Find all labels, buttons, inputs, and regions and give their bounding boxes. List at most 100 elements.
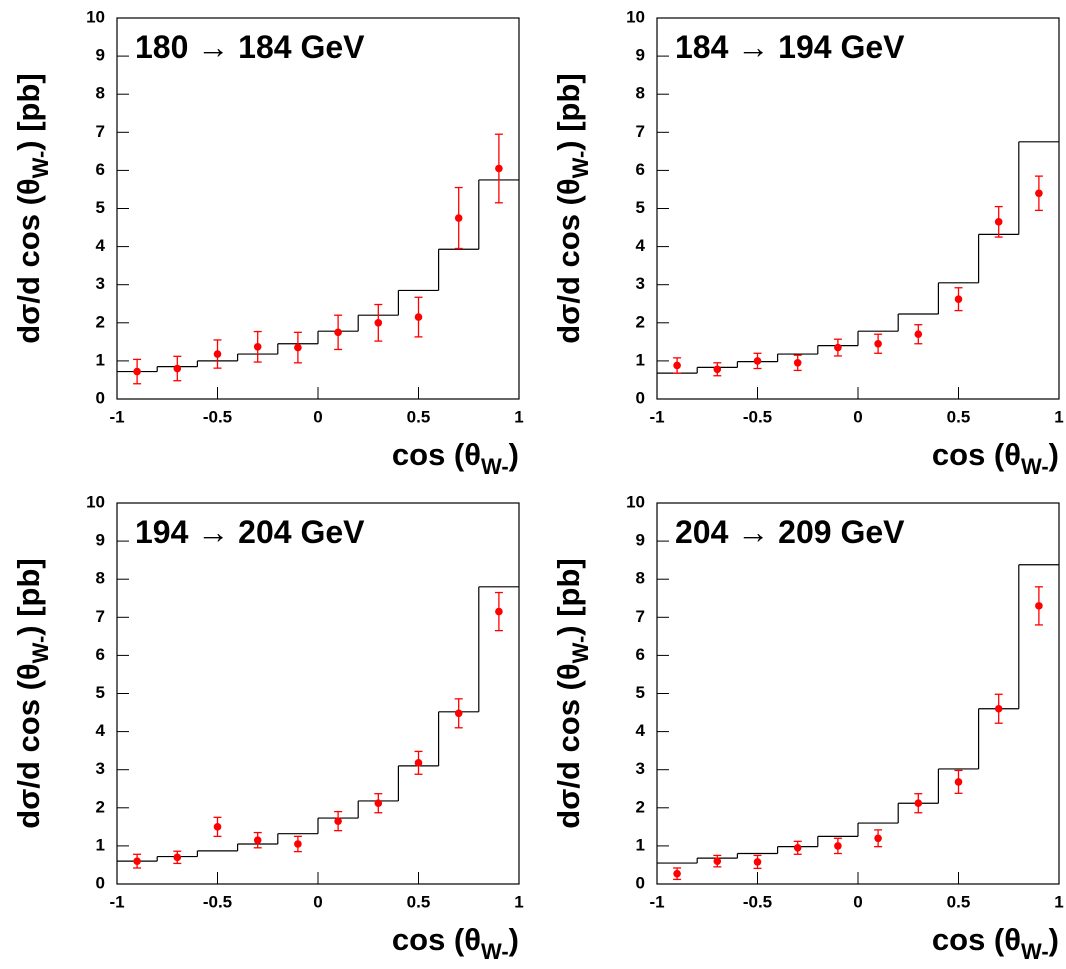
y-tick-label: 2	[636, 797, 645, 816]
y-tick-label: 5	[636, 683, 645, 702]
label-text: )	[509, 922, 519, 957]
y-tick-label: 9	[636, 46, 645, 65]
y-tick-label: 2	[96, 797, 105, 816]
data-point	[874, 339, 882, 348]
y-tick-label: 3	[96, 759, 105, 778]
panel: 0 1 2 3 4 5 6 7 8 9 10 -1 -0.5 0 0.5 1 204 → 209 GeV cos …	[551, 492, 1064, 964]
data-point	[294, 840, 302, 848]
data-point	[1035, 189, 1043, 198]
y-tick-label: 8	[96, 84, 105, 103]
y-tick-label: 4	[96, 721, 106, 740]
label-subscript: W-	[568, 636, 593, 664]
data-point	[495, 164, 503, 173]
y-axis-label: dσ/d cos (θW-) [pb]	[551, 73, 593, 344]
label-subscript: W-	[481, 454, 509, 479]
data-point	[834, 343, 842, 352]
data-point	[914, 330, 923, 339]
data-point	[173, 364, 182, 373]
data-point	[793, 359, 802, 367]
label-subscript: W-	[28, 151, 53, 179]
label-text: cos (θ	[932, 922, 1021, 957]
label-text: ) [pb]	[11, 73, 46, 150]
y-tick-label: 7	[96, 607, 105, 626]
y-tick-label: 4	[96, 236, 106, 255]
x-tick-label: -1	[109, 892, 124, 911]
y-tick-label: 2	[636, 312, 645, 331]
x-axis-label: cos (θW-)	[932, 922, 1059, 964]
y-tick-label: 7	[636, 607, 645, 626]
y-tick-label: 10	[626, 7, 645, 26]
y-tick-label: 3	[96, 274, 105, 293]
x-tick-label: -1	[649, 892, 664, 911]
label-text: )	[509, 437, 519, 472]
data-point	[454, 709, 463, 718]
data-point	[994, 704, 1003, 713]
label-text: cos (θ	[392, 922, 481, 957]
y-tick-label: 1	[96, 835, 105, 854]
data-point	[374, 799, 383, 808]
y-tick-label: 5	[96, 683, 105, 702]
data-point	[294, 343, 302, 352]
data-point	[673, 361, 681, 370]
x-tick-label: 0.5	[947, 892, 971, 911]
data-point	[414, 759, 423, 767]
data-point	[334, 328, 342, 337]
x-tick-label: 1	[1054, 892, 1063, 911]
y-tick-label: 1	[636, 350, 645, 369]
data-point	[753, 357, 762, 365]
label-text: cos (θ	[932, 437, 1021, 472]
data-point	[914, 799, 923, 808]
y-tick-label: 3	[636, 759, 645, 778]
x-axis-label: cos (θW-)	[392, 922, 519, 964]
data-point	[253, 836, 262, 844]
panel: 0 1 2 3 4 5 6 7 8 9 10 -1 -0.5 0 0.5 1 184 → 194 GeV cos …	[551, 7, 1064, 479]
y-axis-label: dσ/d cos (θW-) [pb]	[11, 558, 53, 829]
data-point	[834, 842, 842, 850]
x-tick-label: -1	[649, 407, 664, 426]
y-tick-label: 0	[96, 388, 105, 407]
label-subscript: W-	[568, 151, 593, 179]
y-tick-label: 5	[636, 198, 645, 217]
x-tick-label: -0.5	[203, 892, 232, 911]
data-point	[874, 834, 882, 843]
data-point	[454, 214, 463, 222]
y-tick-label: 3	[636, 274, 645, 293]
x-tick-label: 0	[313, 407, 322, 426]
label-text: ) [pb]	[551, 73, 586, 150]
x-tick-label: -1	[109, 407, 124, 426]
y-tick-label: 10	[626, 492, 645, 511]
data-point	[374, 319, 383, 327]
y-tick-label: 9	[636, 531, 645, 550]
data-point	[994, 218, 1003, 226]
x-tick-label: 1	[1054, 407, 1063, 426]
x-tick-label: 0.5	[407, 407, 431, 426]
x-tick-label: 1	[514, 892, 523, 911]
data-point	[713, 365, 722, 374]
panel-title: 180 → 184 GeV	[135, 29, 365, 65]
y-tick-label: 8	[636, 84, 645, 103]
x-tick-label: -0.5	[203, 407, 232, 426]
label-text: dσ/d cos (θ	[11, 663, 46, 828]
y-axis-label: dσ/d cos (θW-) [pb]	[551, 558, 593, 829]
x-tick-label: -0.5	[743, 892, 772, 911]
y-tick-label: 7	[96, 122, 105, 141]
data-point	[954, 295, 963, 303]
y-tick-label: 6	[636, 160, 645, 179]
panel-title: 184 → 194 GeV	[675, 29, 905, 65]
data-point	[954, 778, 963, 786]
label-subscript: W-	[481, 939, 509, 964]
y-tick-label: 2	[96, 312, 105, 331]
data-point	[133, 857, 141, 865]
label-text: dσ/d cos (θ	[551, 663, 586, 828]
data-point	[173, 853, 182, 862]
y-tick-label: 9	[96, 46, 105, 65]
data-point	[213, 350, 222, 358]
y-tick-label: 8	[636, 569, 645, 588]
y-tick-label: 5	[96, 198, 105, 217]
y-tick-label: 7	[636, 122, 645, 141]
y-tick-label: 1	[96, 350, 105, 369]
x-tick-label: 0.5	[947, 407, 971, 426]
panel-title: 204 → 209 GeV	[675, 514, 905, 550]
panel-title: 194 → 204 GeV	[135, 514, 365, 550]
label-text: cos (θ	[392, 437, 481, 472]
